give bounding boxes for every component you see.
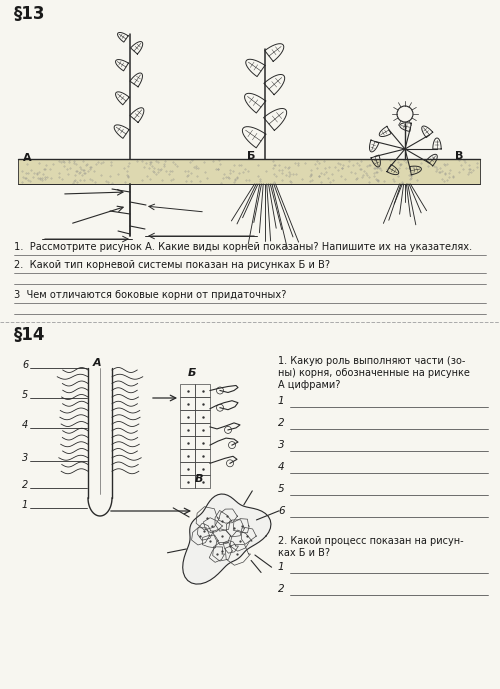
Text: А цифрами?: А цифрами? — [278, 380, 340, 390]
Text: 1: 1 — [22, 500, 28, 510]
Text: В: В — [195, 474, 203, 484]
Bar — [195, 475, 210, 488]
Text: Б: Б — [247, 151, 256, 161]
Bar — [195, 449, 210, 462]
Text: 2. Какой процесс показан на рисун-: 2. Какой процесс показан на рисун- — [278, 536, 464, 546]
Bar — [195, 436, 210, 449]
Text: ны) корня, обозначенные на рисунке: ны) корня, обозначенные на рисунке — [278, 368, 470, 378]
Text: 3: 3 — [22, 453, 28, 463]
Text: 6: 6 — [22, 360, 28, 370]
Bar — [180, 423, 195, 436]
Bar — [195, 384, 210, 397]
Text: 3: 3 — [278, 440, 284, 450]
Polygon shape — [182, 494, 271, 584]
Text: 1. Какую роль выполняют части (зо-: 1. Какую роль выполняют части (зо- — [278, 356, 466, 366]
Bar — [180, 462, 195, 475]
Text: В: В — [455, 151, 464, 161]
Text: ках Б и В?: ках Б и В? — [278, 548, 330, 558]
Bar — [195, 410, 210, 423]
Bar — [180, 384, 195, 397]
Text: 1: 1 — [278, 396, 284, 406]
Bar — [180, 397, 195, 410]
Text: 2: 2 — [22, 480, 28, 490]
Text: 3  Чем отличаются боковые корни от придаточных?: 3 Чем отличаются боковые корни от придат… — [14, 290, 286, 300]
Text: А: А — [23, 153, 32, 163]
Bar — [180, 475, 195, 488]
Text: 4: 4 — [278, 462, 284, 472]
Bar — [180, 449, 195, 462]
Text: 1: 1 — [278, 562, 284, 572]
Text: 2: 2 — [278, 418, 284, 428]
Bar — [180, 436, 195, 449]
Text: 5: 5 — [278, 484, 284, 494]
Bar — [18, 159, 480, 184]
Bar — [195, 462, 210, 475]
Text: 2.  Какой тип корневой системы показан на рисунках Б и В?: 2. Какой тип корневой системы показан на… — [14, 260, 330, 270]
Text: 2: 2 — [278, 584, 284, 594]
Text: 5: 5 — [22, 390, 28, 400]
Text: §14: §14 — [14, 326, 46, 344]
Text: 4: 4 — [22, 420, 28, 430]
Text: 6: 6 — [278, 506, 284, 516]
Text: А: А — [92, 358, 102, 368]
Bar — [180, 410, 195, 423]
Text: §13: §13 — [14, 5, 46, 23]
Text: 1.  Рассмотрите рисунок А. Какие виды корней показаны? Напишите их на указателях: 1. Рассмотрите рисунок А. Какие виды кор… — [14, 242, 472, 252]
Bar — [195, 423, 210, 436]
Text: Б: Б — [188, 368, 196, 378]
Bar — [195, 397, 210, 410]
